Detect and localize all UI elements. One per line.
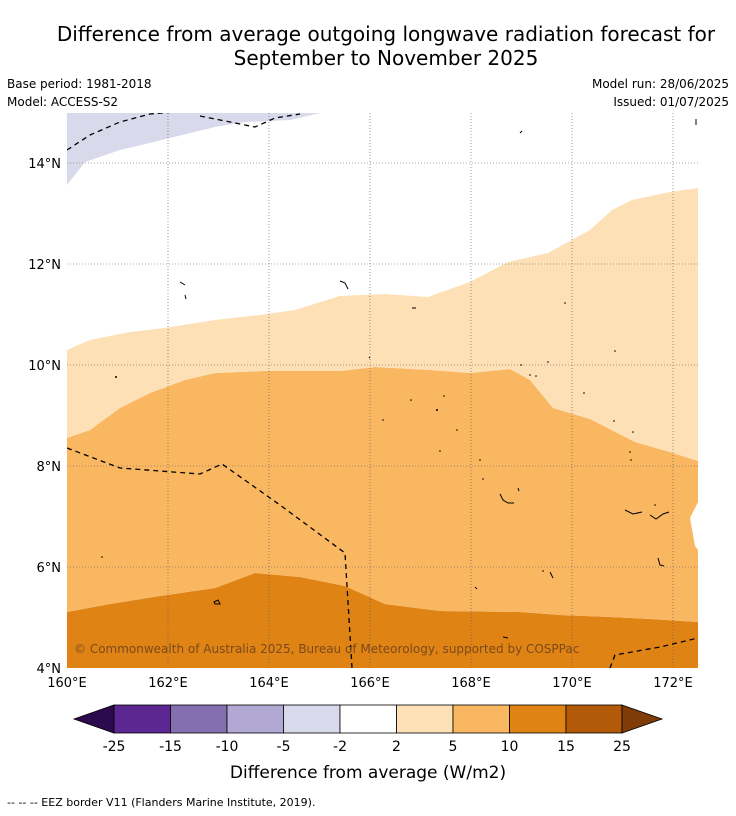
- island-dots: [101, 302, 656, 572]
- graticule: [67, 113, 698, 668]
- islands: [179, 119, 697, 639]
- colorbar-tick: -5: [277, 739, 291, 755]
- lon-label: 164°E: [249, 676, 289, 691]
- title-line-2: September to November 2025: [233, 46, 539, 70]
- colorbar-swatch: [565, 704, 623, 734]
- lat-label: 6°N: [37, 561, 62, 576]
- colorbar-swatch: [452, 704, 510, 734]
- title-line-1: Difference from average outgoing longwav…: [56, 22, 716, 46]
- colorbar-ticks: -25 -15 -10 -5 -2 2 5 10 15 25: [103, 739, 631, 755]
- colorbar-swatch: [283, 704, 341, 734]
- issued-date: Issued: 01/07/2025: [613, 95, 729, 109]
- lon-label: 162°E: [148, 676, 188, 691]
- colorbar-tick: -10: [216, 739, 239, 755]
- band-minus5-minus2: [67, 113, 320, 185]
- colorbar-tick: -25: [103, 739, 126, 755]
- meta-right: Model run: 28/06/2025 Issued: 01/07/2025: [592, 75, 729, 111]
- model-run: Model run: 28/06/2025: [591, 77, 729, 91]
- colorbar-tick: 25: [613, 739, 631, 755]
- colorbar-swatch: [226, 704, 284, 734]
- band-2-5: [67, 188, 698, 461]
- band-5-10: [67, 367, 698, 622]
- colorbar-swatch: [170, 704, 228, 734]
- footnote-eez: -- -- -- EEZ border V11 (Flanders Marine…: [7, 796, 316, 809]
- lat-axis: 14°N 12°N 10°N 8°N 6°N 4°N: [28, 157, 61, 677]
- colorbar-swatch: [509, 704, 567, 734]
- colorbar-tick: 5: [449, 739, 458, 755]
- colorbar: [72, 704, 664, 734]
- lon-label: 170°E: [552, 676, 592, 691]
- lat-label: 12°N: [28, 258, 61, 273]
- map-area: © Commonwealth of Australia 2025, Bureau…: [67, 113, 698, 668]
- lat-label: 8°N: [37, 460, 62, 475]
- model-name: Model: ACCESS-S2: [7, 95, 119, 109]
- colorbar-swatch: [396, 704, 454, 734]
- lat-label: 4°N: [37, 662, 62, 677]
- colorbar-swatch: [339, 704, 397, 734]
- map-title: Difference from average outgoing longwav…: [0, 22, 736, 70]
- colorbar-tick: -15: [159, 739, 182, 755]
- colorbar-low-arrow: [72, 704, 115, 734]
- colorbar-tick: 2: [392, 739, 401, 755]
- copyright-text: © Commonwealth of Australia 2025, Bureau…: [74, 642, 579, 656]
- eez-borders: [67, 113, 698, 668]
- colorbar-tick: -2: [333, 739, 347, 755]
- base-period: Base period: 1981-2018: [7, 77, 152, 91]
- band-10-15: [67, 573, 698, 668]
- lon-label: 166°E: [350, 676, 390, 691]
- colorbar-high-arrow: [621, 704, 664, 734]
- colorbar-tick: 10: [501, 739, 519, 755]
- lon-label: 172°E: [653, 676, 693, 691]
- lon-label: 160°E: [47, 676, 87, 691]
- lat-label: 10°N: [28, 359, 61, 374]
- lon-axis: 160°E 162°E 164°E 166°E 168°E 170°E 172°…: [47, 676, 693, 691]
- lat-label: 14°N: [28, 157, 61, 172]
- meta-left: Base period: 1981-2018 Model: ACCESS-S2: [7, 75, 152, 111]
- colorbar-tick: 15: [557, 739, 575, 755]
- lon-label: 168°E: [451, 676, 491, 691]
- colorbar-swatch: [113, 704, 171, 734]
- colorbar-label: Difference from average (W/m2): [230, 763, 506, 783]
